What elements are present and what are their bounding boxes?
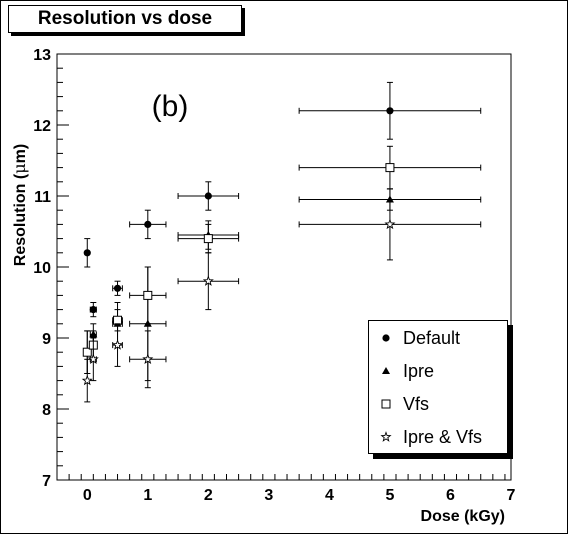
x-tick-label: 3 [264, 487, 273, 504]
legend-label-default: Default [403, 327, 461, 348]
data-point-star [202, 275, 214, 286]
y-tick-label: 9 [42, 331, 51, 348]
legend: Default Ipre Vfs Ipre & Vfs [368, 320, 508, 454]
legend-marker-open-square [381, 399, 391, 409]
series-ipre-vfs [81, 188, 482, 403]
y-tick-label: 11 [34, 189, 51, 206]
x-tick-label: 6 [446, 487, 455, 504]
data-point-star [384, 218, 396, 230]
data-point-circle [204, 192, 212, 200]
y-axis-label-prefix: Resolution ( [12, 173, 29, 266]
y-tick-label: 12 [33, 118, 51, 135]
data-point-star [81, 374, 93, 386]
legend-label-vfs: Vfs [403, 393, 430, 414]
data-point-square [143, 290, 153, 300]
chart-title: Resolution vs dose [8, 5, 242, 33]
y-tick-label: 8 [42, 402, 51, 419]
x-tick-label: 1 [143, 487, 152, 504]
x-axis-label: Dose (kGy) [421, 508, 505, 525]
legend-item-vfs: Vfs [369, 389, 509, 419]
data-point-circle [113, 284, 122, 292]
y-axis-label-greek: μ [10, 163, 29, 173]
data-point-square [113, 315, 123, 325]
data-point-circle [144, 220, 152, 228]
y-axis-label-suffix: m) [12, 144, 29, 164]
legend-marker-circle [382, 334, 390, 342]
x-tick-label: 4 [325, 487, 334, 504]
data-marks [81, 81, 482, 403]
legend-item-ipre-vfs: Ipre & Vfs [369, 422, 509, 452]
y-axis-label: Resolution (μm) [10, 144, 29, 266]
data-point-circle [89, 306, 97, 314]
y-tick-label: 13 [33, 47, 51, 64]
y-tick-label: 7 [42, 473, 51, 490]
data-point-star [112, 339, 124, 350]
panel-label: (b) [152, 90, 189, 123]
legend-marker-open-star [380, 431, 392, 442]
x-tick-label: 2 [204, 487, 213, 504]
x-tick-label: 5 [385, 487, 394, 504]
x-tick-label: 7 [507, 487, 516, 504]
x-tick-label: 0 [83, 487, 92, 504]
legend-item-ipre: Ipre [369, 356, 509, 386]
data-point-circle [83, 249, 91, 257]
data-point-square [385, 163, 395, 173]
legend-item-default: Default [369, 323, 509, 353]
data-point-square [82, 347, 92, 357]
y-tick-label: 10 [33, 260, 51, 277]
data-point-square [203, 234, 213, 244]
data-point-star [142, 353, 154, 364]
data-point-star [87, 353, 99, 364]
legend-label-ipre-vfs: Ipre & Vfs [403, 426, 483, 447]
series-default [83, 81, 482, 318]
data-point-circle [386, 107, 394, 115]
legend-marker-triangle [382, 367, 390, 374]
legend-label-ipre: Ipre [403, 360, 435, 381]
